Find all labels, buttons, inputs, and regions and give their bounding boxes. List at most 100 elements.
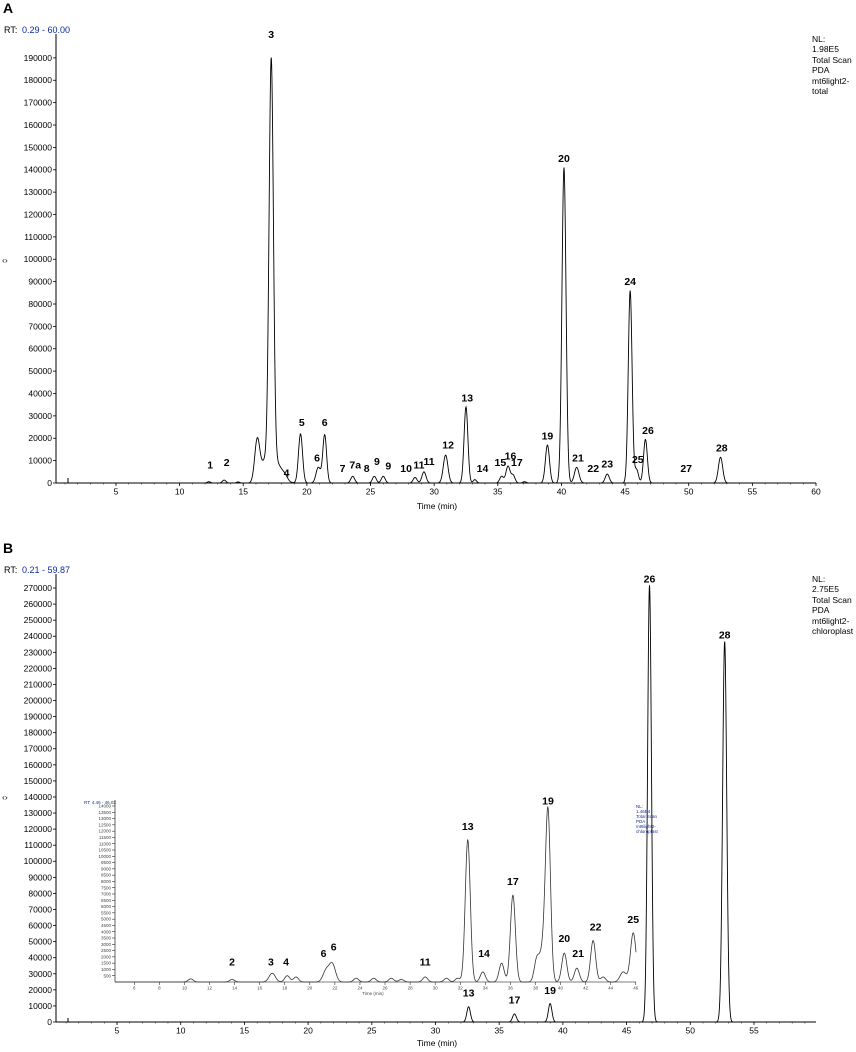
x-tick-label: 40 xyxy=(558,986,564,991)
y-tick-label: 110000 xyxy=(24,840,52,850)
panel-b-nl-line: NL: xyxy=(812,574,825,584)
y-tick-label: 80000 xyxy=(28,888,52,898)
panel-a-nl-line: 1.98E5 xyxy=(812,44,839,54)
x-tick-label: 50 xyxy=(684,487,694,497)
y-tick-label: 10000 xyxy=(28,1001,52,1011)
y-tick-label: 20000 xyxy=(28,433,52,443)
y-tick-label: 240000 xyxy=(24,631,53,641)
y-tick-label: 70000 xyxy=(28,904,52,914)
y-tick-label: 5000 xyxy=(101,917,112,922)
x-tick-label: 30 xyxy=(431,1026,441,1036)
peak-label: 27 xyxy=(680,463,692,475)
peak-label: 6 xyxy=(321,948,327,960)
y-tick-label: 120000 xyxy=(24,824,53,834)
x-tick-label: 55 xyxy=(748,487,758,497)
panel-b-nl-line: Total Scan xyxy=(812,595,852,605)
y-tick-label: 50000 xyxy=(28,937,52,947)
y-tick-label: 150000 xyxy=(24,776,53,786)
y-tick-label: 130000 xyxy=(24,187,53,197)
peak-label: 19 xyxy=(542,430,554,442)
peak-label: 11 xyxy=(413,459,424,471)
panel-b-nl-line: mt6light2- xyxy=(812,616,849,626)
panel-b: B RT: 0.21 - 59.87 NL: 2.75E5 Total Scan… xyxy=(2,540,854,1048)
peak-label: 11 xyxy=(420,957,431,969)
x-tick-label: 44 xyxy=(608,986,614,991)
peak-label: 12 xyxy=(442,439,454,451)
y-tick-label: 10000 xyxy=(98,854,111,859)
y-tick-label: 4000 xyxy=(101,929,112,934)
y-tick-label: 9000 xyxy=(101,866,112,871)
x-tick-label: 45 xyxy=(622,1026,632,1036)
x-tick-label: 25 xyxy=(367,1026,377,1036)
x-tick-label: 28 xyxy=(408,986,414,991)
x-tick-label: 26 xyxy=(383,986,389,991)
x-tick-label: 20 xyxy=(302,487,312,497)
y-tick-label: 0 xyxy=(47,1017,52,1027)
peak-label: 28 xyxy=(716,443,728,455)
peak-label: 6 xyxy=(322,417,328,429)
x-tick-label: 46 xyxy=(633,986,639,991)
y-tick-label: 30000 xyxy=(28,969,52,979)
y-tick-label: 13500 xyxy=(98,810,111,815)
y-tick-label: 12000 xyxy=(98,829,111,834)
inset-chromatogram: RT: 4.46 - 46.02 NL: 1.46E4 Total Scan P… xyxy=(84,796,659,996)
x-tick-label: 12 xyxy=(207,986,213,991)
y-tick-label: 10500 xyxy=(98,848,111,853)
panel-b-nl-line: chloroplast xyxy=(812,626,854,636)
peak-label: 6 xyxy=(331,942,337,954)
panel-b-rt-label: RT: xyxy=(4,565,17,575)
y-tick-label: 250000 xyxy=(24,615,53,625)
y-tick-label: 220000 xyxy=(24,663,53,673)
peak-label: 3 xyxy=(268,29,274,41)
peak-label: 9 xyxy=(374,456,380,468)
x-tick-label: 38 xyxy=(533,986,539,991)
panel-a-rt-label: RT: xyxy=(4,25,17,35)
y-tick-label: 1500 xyxy=(101,961,112,966)
peak-label: 9 xyxy=(385,461,391,473)
y-tick-label: 160000 xyxy=(24,120,53,130)
chromatogram-trace xyxy=(60,585,816,1023)
peak-label: 24 xyxy=(624,276,636,288)
peak-label: 25 xyxy=(632,454,644,466)
peak-label: 4 xyxy=(284,467,290,479)
peak-label: 23 xyxy=(601,458,613,470)
peak-label: 13 xyxy=(462,821,474,833)
inset-nl-line: NL: xyxy=(636,804,643,809)
y-tick-label: 6000 xyxy=(101,904,112,909)
x-tick-label: 30 xyxy=(429,487,439,497)
y-tick-label: 10000 xyxy=(28,456,52,466)
peak-label: 21 xyxy=(572,948,584,960)
peak-label: 4 xyxy=(283,957,289,969)
y-tick-label: 70000 xyxy=(28,321,52,331)
x-tick-label: 6 xyxy=(133,986,136,991)
peak-label: 13 xyxy=(463,987,475,999)
inset-nl-line: 1.46E4 xyxy=(636,809,651,814)
y-tick-label: 120000 xyxy=(24,209,53,219)
panel-a-letter: A xyxy=(3,0,13,16)
y-tick-label: 100000 xyxy=(24,254,53,264)
y-tick-label: 60000 xyxy=(28,921,52,931)
panel-a-y-axis-mark: ‹› xyxy=(2,255,8,265)
y-tick-label: 11000 xyxy=(99,841,112,846)
panel-a-nl-line: NL: xyxy=(812,34,825,44)
y-tick-label: 170000 xyxy=(24,98,53,108)
y-tick-label: 180000 xyxy=(24,728,53,738)
x-tick-label: 25 xyxy=(366,487,376,497)
x-tick-label: 5 xyxy=(115,1026,120,1036)
peak-label: 7a xyxy=(349,459,361,471)
panel-a-nl-line: Total Scan xyxy=(812,55,852,65)
y-tick-label: 260000 xyxy=(24,599,53,609)
x-tick-label: 40 xyxy=(558,1026,568,1036)
peak-label: 11 xyxy=(424,456,435,468)
x-tick-label: 35 xyxy=(494,1026,504,1036)
x-tick-label: 36 xyxy=(508,986,514,991)
panel-b-rt-range: 0.21 - 59.87 xyxy=(22,565,70,575)
y-tick-label: 13000 xyxy=(98,816,111,821)
x-tick-label: 10 xyxy=(175,487,185,497)
y-tick-label: 7500 xyxy=(101,885,112,890)
y-tick-label: 90000 xyxy=(28,872,52,882)
y-tick-label: 6500 xyxy=(101,898,112,903)
y-tick-label: 100000 xyxy=(24,856,53,866)
